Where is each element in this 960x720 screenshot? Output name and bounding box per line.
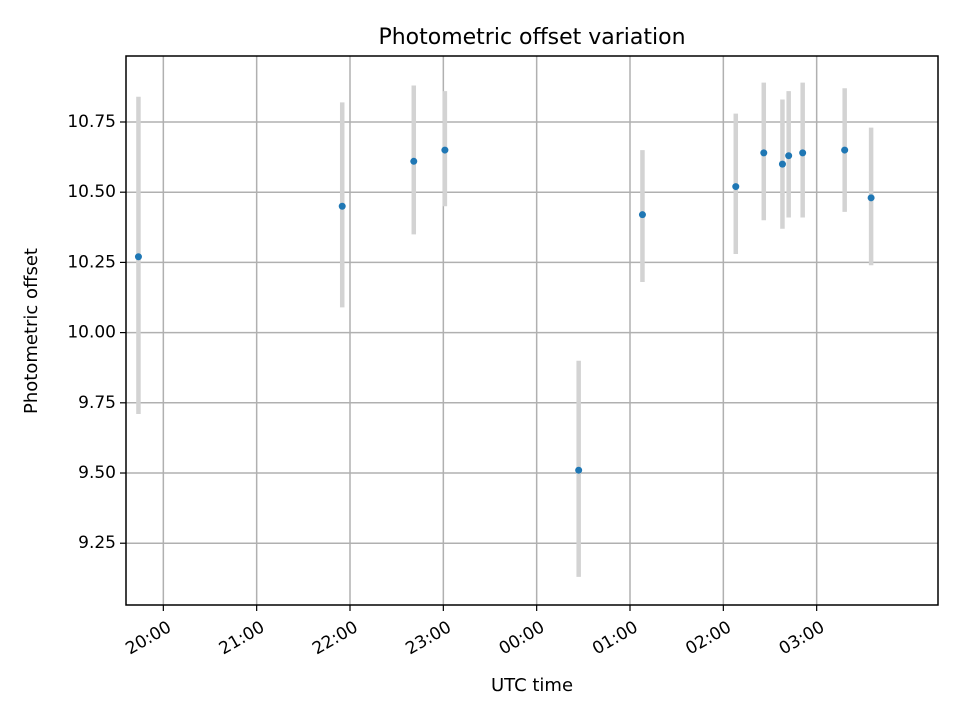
y-tick-label: 10.50 xyxy=(67,182,116,202)
x-tick-label: 02:00 xyxy=(682,617,734,659)
data-point xyxy=(867,194,875,202)
x-tick-label: 20:00 xyxy=(122,617,174,659)
chart-title: Photometric offset variation xyxy=(378,25,685,50)
x-tick-label: 01:00 xyxy=(589,617,641,659)
data-point xyxy=(575,466,583,474)
plot-area-frame xyxy=(125,55,939,606)
data-point xyxy=(799,149,807,157)
y-tick-label: 9.25 xyxy=(78,533,116,553)
y-axis-label: Photometric offset xyxy=(21,248,42,414)
grid-lines xyxy=(126,56,938,605)
x-tick-label: 22:00 xyxy=(309,617,361,659)
y-tick-label: 9.50 xyxy=(78,463,116,483)
data-points xyxy=(134,146,875,474)
data-point xyxy=(841,146,849,154)
data-point xyxy=(410,157,418,165)
axis-ticks: 20:00 21:00 22:00 23:00 00:00 01:00 02:00 03:00… xyxy=(67,112,828,659)
data-point xyxy=(778,160,786,168)
y-tick-label: 10.25 xyxy=(67,252,116,272)
data-point xyxy=(441,146,449,154)
data-point xyxy=(760,149,768,157)
data-point xyxy=(338,202,346,210)
error-bars xyxy=(136,82,874,577)
data-point xyxy=(638,211,646,219)
y-tick-label: 9.75 xyxy=(78,393,116,413)
y-tick-label: 10.00 xyxy=(67,323,116,343)
x-tick-label: 03:00 xyxy=(776,617,828,659)
x-tick-label: 21:00 xyxy=(216,617,268,659)
data-point xyxy=(785,152,793,160)
x-tick-label: 00:00 xyxy=(496,617,548,659)
x-axis-label: UTC time xyxy=(491,675,573,696)
data-point xyxy=(134,253,142,261)
x-tick-label: 23:00 xyxy=(402,617,454,659)
data-point xyxy=(732,183,740,191)
y-tick-label: 10.75 xyxy=(67,112,116,132)
